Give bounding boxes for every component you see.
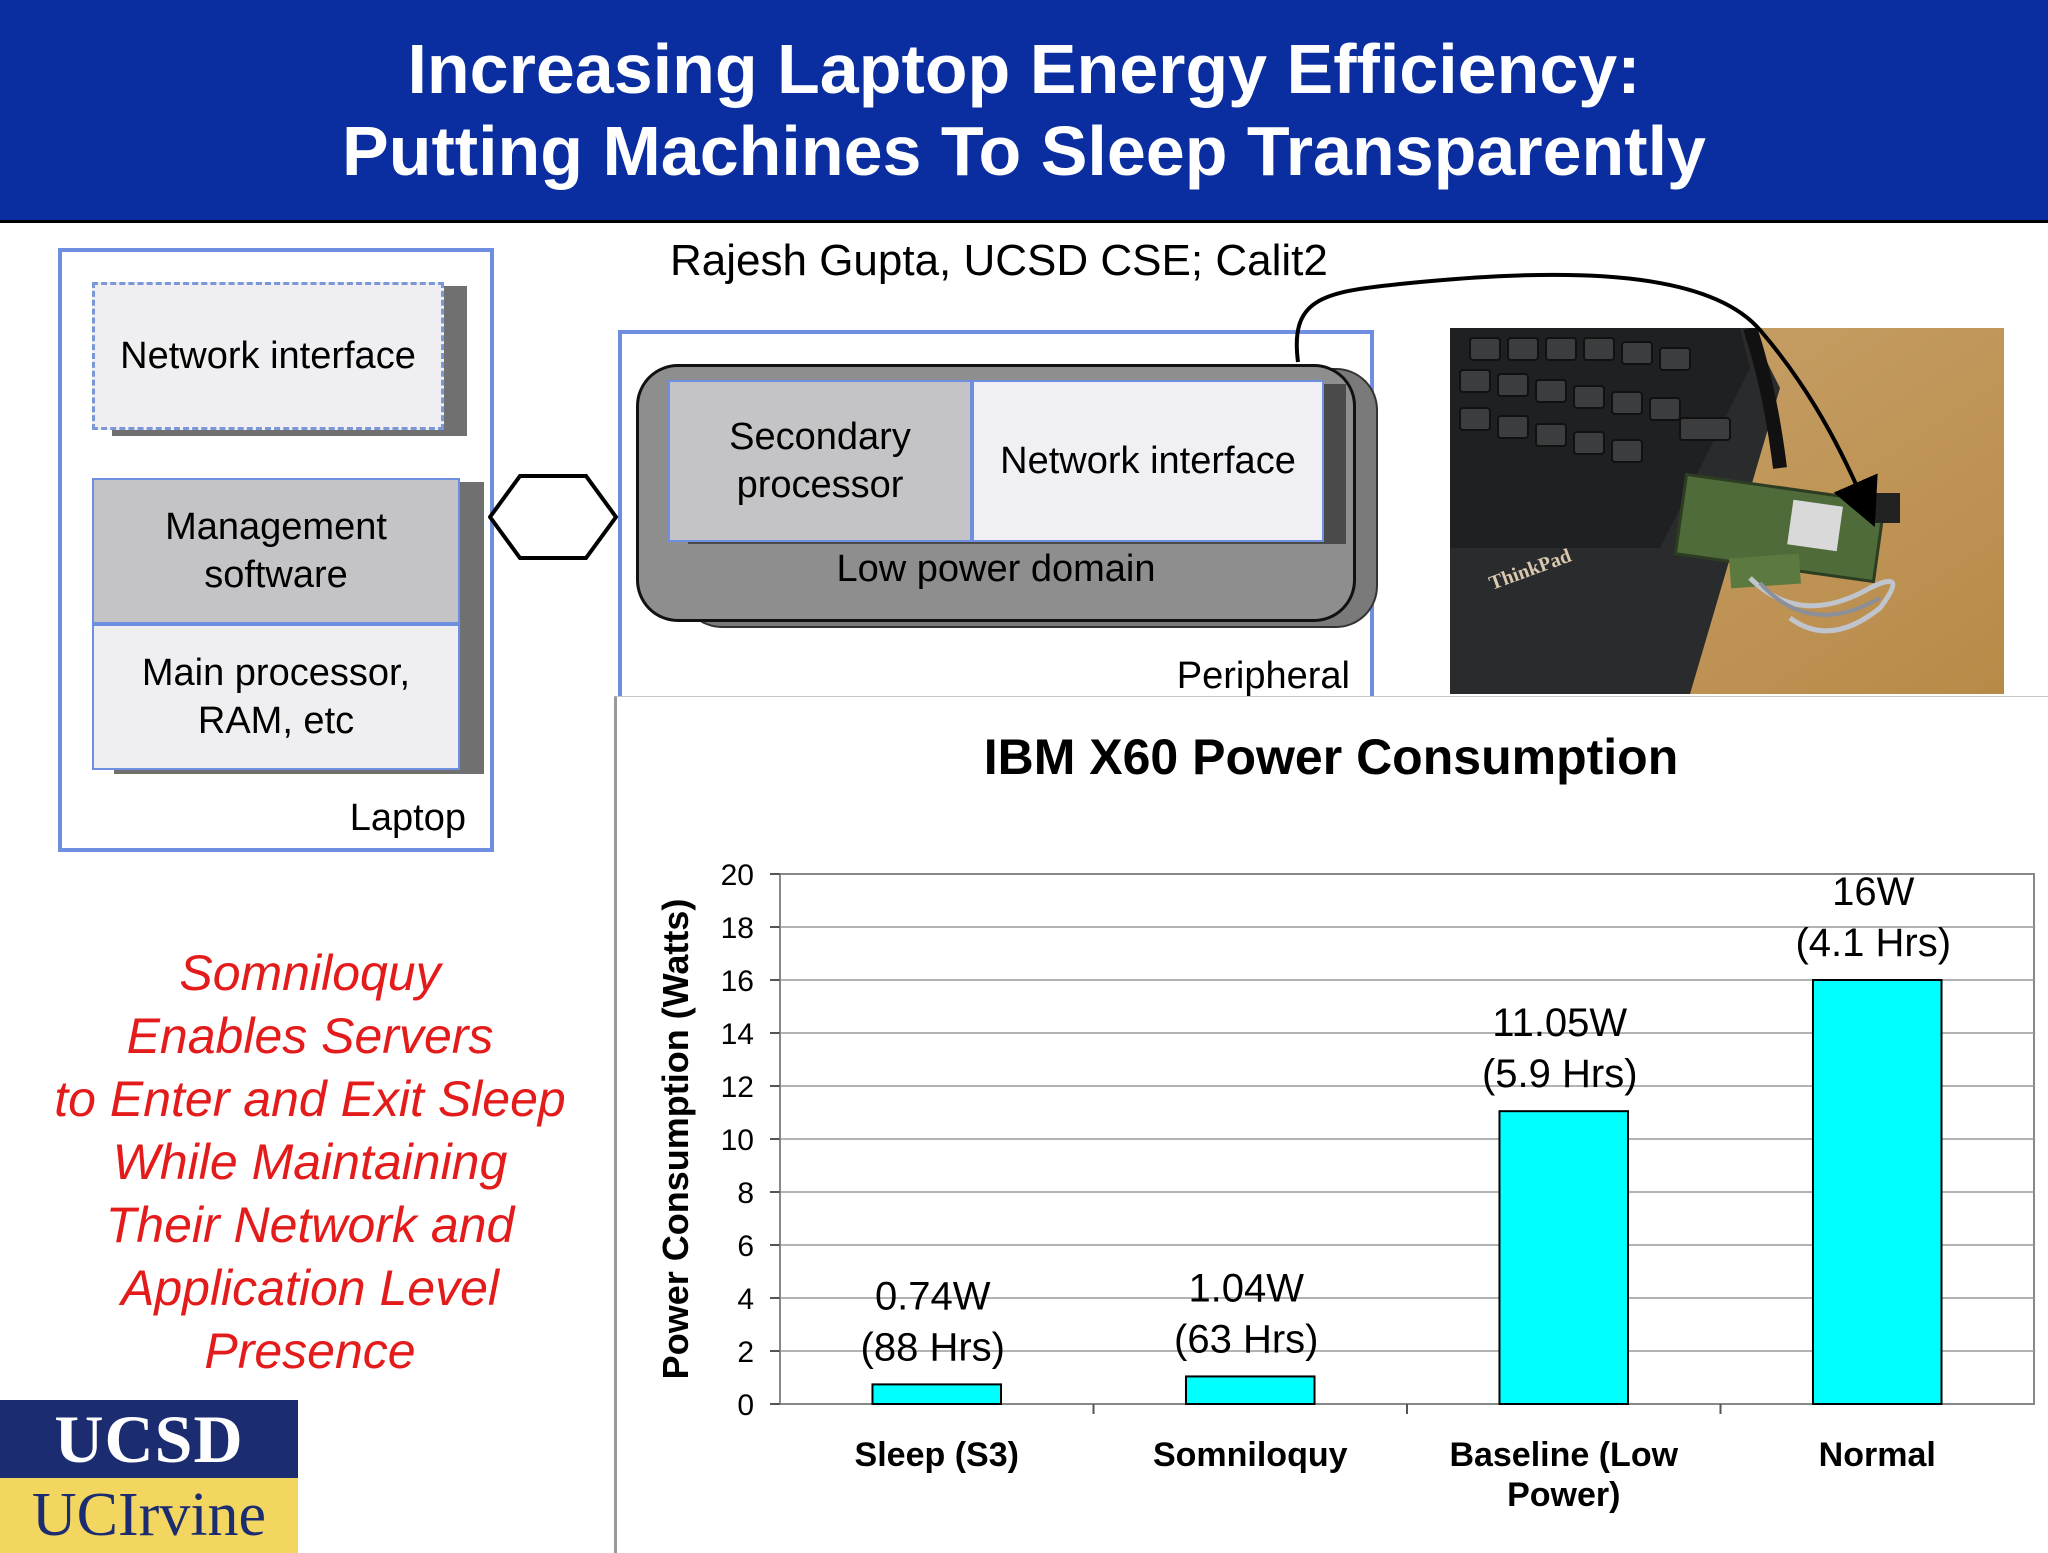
laptop-network-interface-block: Network interface (92, 282, 444, 430)
x-category-label: Sleep (S3) (855, 1436, 1019, 1474)
x-category-label: Power) (1507, 1476, 1620, 1514)
power-consumption-chart: 0 2 4 6 8 10 12 14 16 18 20 Power Consumption (Watt… (655, 859, 2035, 1514)
y-tick-label: 20 (721, 859, 754, 892)
chart-title: IBM X60 Power Consumption (983, 729, 1679, 785)
x-category-label: Normal (1819, 1436, 1936, 1474)
tagline-text: Somniloquy Enables Servers to Enter and … (20, 942, 600, 1383)
tagline-line: Enables Servers (126, 1008, 494, 1064)
data-label-value: 11.05W (1492, 1001, 1627, 1045)
connection-hexagon-icon (488, 474, 618, 560)
tagline-line: Somniloquy (179, 945, 441, 1001)
x-category-label: Baseline (Low (1449, 1436, 1678, 1474)
y-tick-label: 12 (721, 1071, 754, 1104)
management-software-label: Management software (165, 506, 387, 596)
bar-3 (1498, 1110, 1630, 1405)
secondary-processor-label: Secondary processor (729, 416, 911, 506)
peripheral-network-interface-label: Network interface (1000, 439, 1296, 482)
data-label-hours: (4.1 Hrs) (1795, 921, 1951, 965)
laptop-network-interface-label: Network interface (120, 334, 416, 377)
bar-2 (1184, 1375, 1316, 1406)
main-processor-label: Main processor, RAM, etc (141, 652, 411, 742)
tagline-line: Application Level (120, 1260, 500, 1316)
data-label-hours: (88 Hrs) (861, 1325, 1005, 1369)
tagline-line: to Enter and Exit Sleep (54, 1071, 566, 1127)
bar-4 (1811, 979, 1943, 1405)
y-tick-label: 4 (737, 1283, 754, 1316)
y-tick-label: 2 (737, 1336, 754, 1369)
thinkpad-prototype-photo: ThinkPad (1450, 328, 2004, 694)
y-tick-label: 14 (721, 1018, 754, 1051)
slide-title-line-2: Putting Machines To Sleep Transparently (342, 112, 1706, 190)
laptop-label: Laptop (349, 797, 466, 839)
peripheral-network-interface-block: Network interface (972, 380, 1324, 542)
slide-title-line-1: Increasing Laptop Energy Efficiency: (407, 30, 1641, 108)
data-label-value: 16W (1832, 870, 1914, 914)
laptop-diagram-box: Laptop (58, 248, 494, 852)
data-label-value: 0.74W (875, 1274, 991, 1318)
bar-1 (871, 1383, 1003, 1406)
y-axis-label: Power Consumption (Watts) (655, 899, 696, 1380)
university-logo: UCSD UCIrvine (0, 1400, 298, 1553)
y-tick-label: 6 (737, 1230, 754, 1263)
secondary-processor-block: Secondary processor (668, 380, 972, 542)
ucirvine-logo-text: UCIrvine (0, 1478, 298, 1553)
y-tick-label: 0 (737, 1389, 754, 1422)
tagline-line: While Maintaining (112, 1134, 508, 1190)
low-power-domain-label: Low power domain (836, 548, 1156, 590)
tagline-line: Their Network and (105, 1197, 515, 1253)
author-line: Rajesh Gupta, UCSD CSE; Calit2 (670, 236, 1328, 285)
y-tick-label: 8 (737, 1177, 754, 1210)
data-label-hours: (5.9 Hrs) (1482, 1052, 1638, 1096)
x-category-label: Somniloquy (1153, 1436, 1348, 1474)
y-tick-label: 16 (721, 965, 754, 998)
y-tick-label: 10 (721, 1124, 754, 1157)
management-software-block: Management software (92, 478, 460, 624)
data-label-value: 1.04W (1188, 1266, 1304, 1310)
peripheral-label: Peripheral (1176, 655, 1350, 697)
y-tick-label: 18 (721, 912, 754, 945)
main-processor-block: Main processor, RAM, etc (92, 624, 460, 770)
slide-header: Increasing Laptop Energy Efficiency: Put… (0, 0, 2048, 223)
ucsd-logo-text: UCSD (0, 1400, 298, 1478)
data-label-hours: (63 Hrs) (1174, 1317, 1318, 1361)
tagline-line: Presence (204, 1323, 416, 1379)
